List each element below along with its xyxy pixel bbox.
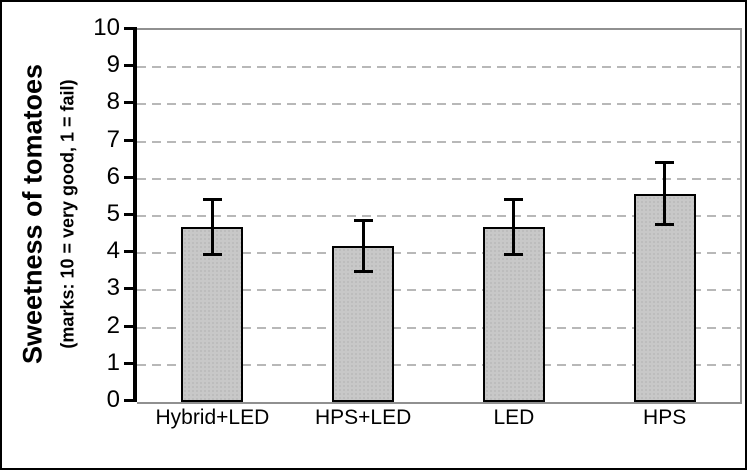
y-axis-line [133, 27, 137, 402]
y-axis-tick-1 [124, 361, 133, 365]
error-bar-cap-bottom [202, 253, 222, 257]
gridline-y3 [137, 289, 740, 292]
gridline-y2 [137, 326, 740, 329]
y-tick-label-1: 1 [106, 348, 120, 376]
y-tick-label-4: 4 [106, 237, 120, 265]
x-category-label-hps-led: HPS+LED [314, 406, 412, 429]
gridline-y9 [137, 66, 740, 69]
y-axis-tick-9 [124, 64, 133, 68]
error-bar-stem [210, 199, 214, 256]
gridline-y5 [137, 215, 740, 217]
y-tick-label-6: 6 [106, 162, 120, 190]
error-bar-stem [512, 199, 516, 256]
gridline-y4 [137, 252, 740, 255]
error-bar-cap-top [353, 218, 373, 222]
plot-area [137, 28, 742, 404]
error-bar-cap-bottom [655, 223, 675, 227]
gridline-y6 [137, 177, 740, 180]
y-axis-tick-2 [124, 324, 133, 328]
y-tick-label-3: 3 [106, 274, 120, 302]
error-bar-cap-bottom [504, 253, 524, 257]
y-tick-label-7: 7 [106, 125, 120, 153]
x-category-label-hps: HPS [643, 406, 687, 429]
y-axis-tick-5 [124, 213, 133, 216]
y-axis-tick-6 [124, 175, 133, 179]
error-bar-cap-bottom [353, 269, 373, 273]
y-tick-label-8: 8 [106, 88, 120, 116]
bar-hps [633, 193, 696, 402]
gridline-y8 [137, 103, 740, 106]
y-axis-tick-7 [124, 138, 133, 142]
y-tick-label-5: 5 [106, 200, 120, 227]
error-bar-cap-top [655, 161, 675, 165]
x-category-label-hybrid-led: Hybrid+LED [155, 406, 270, 429]
gridline-y1 [137, 363, 740, 366]
bar-hybrid-led [181, 227, 244, 402]
error-bar-stem [663, 162, 667, 226]
y-tick-label-0: 0 [106, 386, 120, 413]
y-tick-label-9: 9 [106, 51, 120, 79]
y-axis-tick-10 [124, 27, 133, 30]
y-axis-tick-0 [124, 399, 133, 402]
error-bar-cap-top [504, 198, 524, 202]
error-bar-stem [361, 219, 365, 272]
y-axis-tick-4 [124, 250, 133, 254]
error-bar-cap-top [202, 198, 222, 202]
y-axis-tick-3 [124, 287, 133, 291]
y-tick-label-10: 10 [93, 14, 120, 41]
gridline-y7 [137, 140, 740, 143]
x-category-label-led: LED [493, 406, 535, 429]
y-axis-tick-8 [124, 101, 133, 105]
y-tick-label-2: 2 [106, 311, 120, 339]
